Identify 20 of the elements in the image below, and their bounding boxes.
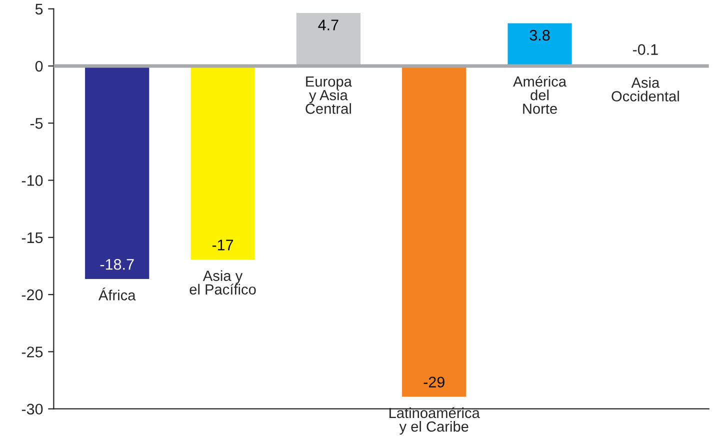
x-tick-label: Europa y Asia Central [306, 76, 352, 114]
data-label: -0.1 [632, 44, 658, 55]
x-tick-label: América del Norte [513, 76, 567, 114]
data-label: -29 [424, 376, 444, 388]
x-tick-label: Asia y el Pacífico [190, 270, 256, 295]
data-label: 4.7 [318, 20, 338, 30]
x-tick-label: Latinoamérica y el Caribe [390, 407, 480, 435]
y-tick-label: -25 [22, 346, 43, 358]
data-label: -18.7 [100, 258, 134, 270]
data-label: -17 [212, 240, 234, 250]
y-tick-label: 0 [35, 60, 43, 72]
y-tick-label: 5 [35, 4, 43, 15]
y-tick-label: -15 [22, 232, 43, 244]
x-tick-label: Asia Occidental [612, 77, 679, 102]
y-tick-label: -5 [30, 118, 43, 129]
data-label: 3.8 [530, 30, 550, 41]
y-tick-label: -10 [22, 175, 43, 186]
y-tick-label: -20 [22, 289, 43, 300]
x-tick-label: África [98, 288, 136, 300]
y-tick-label: -30 [22, 404, 43, 415]
